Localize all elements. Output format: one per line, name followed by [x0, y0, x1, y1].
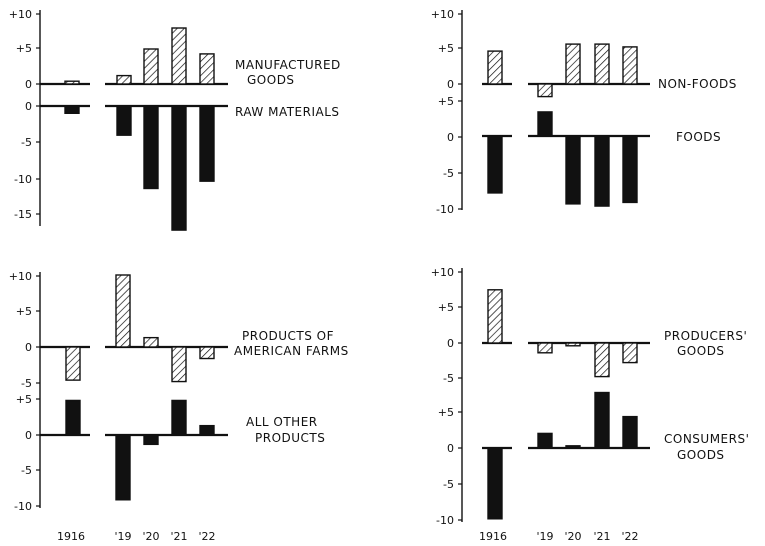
x-category-label: '22 — [198, 530, 215, 543]
x-category-label: '21 — [170, 530, 187, 543]
bar-hatched-21 — [171, 27, 187, 85]
x-category-label: 1916 — [57, 530, 85, 543]
x-category-label: '20 — [564, 530, 581, 543]
x-category-label: '19 — [114, 530, 131, 543]
bar-hatched-21 — [171, 346, 187, 383]
bar-solid-21 — [594, 135, 610, 207]
bar-hatched-19 — [115, 274, 131, 348]
bar-solid-21 — [594, 391, 610, 449]
label-manufactured-goods-line1: MANUFACTURED — [235, 58, 341, 72]
label-consumers-line2: GOODS — [677, 448, 725, 462]
bar-hatched-22 — [199, 53, 215, 85]
y-tick-label: -10 — [14, 500, 32, 513]
bar-hatched-20 — [565, 342, 581, 347]
y-tick-label: +5 — [438, 301, 454, 314]
bar-hatched-19 — [537, 83, 553, 98]
bar-solid-19 — [115, 434, 131, 501]
label-producers-line2: GOODS — [677, 344, 725, 358]
chart-panel-3: +10 +5 0 -5 +5 0 -5 -10 1916 '19 '20 '21 '22 — [9, 270, 228, 543]
label-other-line1: ALL OTHER — [246, 415, 318, 429]
y-tick-label: +5 — [438, 406, 454, 419]
y-tick-label: +5 — [438, 95, 454, 108]
bar-hatched-20 — [565, 43, 581, 85]
x-category-label: '22 — [621, 530, 638, 543]
y-tick-label: 0 — [25, 341, 32, 354]
y-tick-label: -15 — [14, 208, 32, 221]
bar-hatched-20 — [143, 48, 159, 85]
label-consumers-line1: CONSUMERS' — [664, 432, 749, 446]
bar-solid-22 — [199, 105, 215, 182]
bar-solid-22 — [199, 424, 215, 436]
x-category-label: '21 — [593, 530, 610, 543]
y-tick-label: 0 — [447, 131, 454, 144]
y-tick-label: -5 — [21, 136, 32, 149]
y-tick-label: -5 — [443, 167, 454, 180]
y-tick-label: -10 — [14, 173, 32, 186]
bar-hatched-1916 — [65, 346, 81, 381]
y-tick-label: 0 — [25, 100, 32, 113]
y-tick-label: 0 — [447, 78, 454, 91]
bar-solid-20 — [565, 135, 581, 205]
y-tick-label: 0 — [25, 78, 32, 91]
bar-hatched-1916 — [64, 80, 80, 85]
y-tick-label: +10 — [9, 270, 32, 283]
y-tick-label: 0 — [447, 442, 454, 455]
bar-solid-1916 — [487, 447, 503, 520]
bar-hatched-22 — [622, 46, 638, 85]
y-tick-label: -10 — [436, 514, 454, 527]
bar-hatched-21 — [594, 342, 610, 378]
y-tick-label: +5 — [16, 305, 32, 318]
y-tick-label: +10 — [431, 8, 454, 21]
y-tick-label: -5 — [21, 377, 32, 390]
y-tick-label: +5 — [438, 42, 454, 55]
y-tick-label: -5 — [443, 478, 454, 491]
y-tick-label: +5 — [16, 393, 32, 406]
label-raw-materials: RAW MATERIALS — [235, 105, 340, 119]
bar-solid-21 — [171, 105, 187, 231]
bar-hatched-19 — [537, 342, 553, 354]
chart-panel-1: +10 +5 0 0 -5 -10 -15 — [9, 8, 228, 231]
bar-solid-21 — [171, 399, 187, 436]
bar-solid-1916 — [65, 399, 81, 436]
bar-solid-19 — [537, 111, 553, 137]
bar-solid-19 — [116, 105, 132, 136]
label-foods: FOODS — [676, 130, 721, 144]
label-other-line2: PRODUCTS — [255, 431, 325, 445]
bar-solid-20 — [143, 434, 159, 446]
y-tick-label: +10 — [9, 8, 32, 21]
x-category-label: '20 — [142, 530, 159, 543]
y-tick-label: -10 — [436, 203, 454, 216]
bar-solid-22 — [622, 415, 638, 449]
label-producers-line1: PRODUCERS' — [664, 329, 747, 343]
y-tick-label: 0 — [447, 337, 454, 350]
bar-solid-20 — [565, 445, 581, 449]
bar-solid-20 — [143, 105, 159, 190]
bar-solid-22 — [622, 135, 638, 204]
bar-hatched-1916 — [487, 289, 503, 344]
bar-solid-19 — [537, 432, 553, 449]
bar-hatched-22 — [622, 342, 638, 364]
bar-hatched-22 — [199, 346, 215, 360]
label-non-foods: NON-FOODS — [658, 77, 737, 91]
label-farms-line2: AMERICAN FARMS — [234, 344, 349, 358]
label-farms-line1: PRODUCTS OF — [242, 329, 334, 343]
chart-panels: +10 +5 0 0 -5 -10 -15 +10 +5 0 +5 0 -5 -10 +10 +5 0 -5 +5 0… — [9, 8, 650, 543]
bar-solid-1916 — [64, 105, 80, 115]
bar-hatched-20 — [143, 336, 159, 348]
y-tick-label: -5 — [443, 372, 454, 385]
x-category-label: 1916 — [479, 530, 507, 543]
chart-panel-4: +10 +5 0 -5 +5 0 -5 -10 1916 '19 '20 '21 '22 — [431, 266, 650, 543]
y-tick-label: +5 — [16, 42, 32, 55]
y-tick-label: 0 — [25, 429, 32, 442]
chart-panel-2: +10 +5 0 +5 0 -5 -10 — [431, 8, 650, 216]
bar-solid-1916 — [487, 135, 503, 194]
bar-hatched-19 — [116, 74, 132, 85]
bar-hatched-21 — [594, 43, 610, 85]
y-tick-label: +10 — [431, 266, 454, 279]
bar-hatched-1916 — [487, 50, 503, 85]
y-tick-label: -5 — [21, 464, 32, 477]
x-category-label: '19 — [536, 530, 553, 543]
label-manufactured-goods-line2: GOODS — [247, 73, 295, 87]
